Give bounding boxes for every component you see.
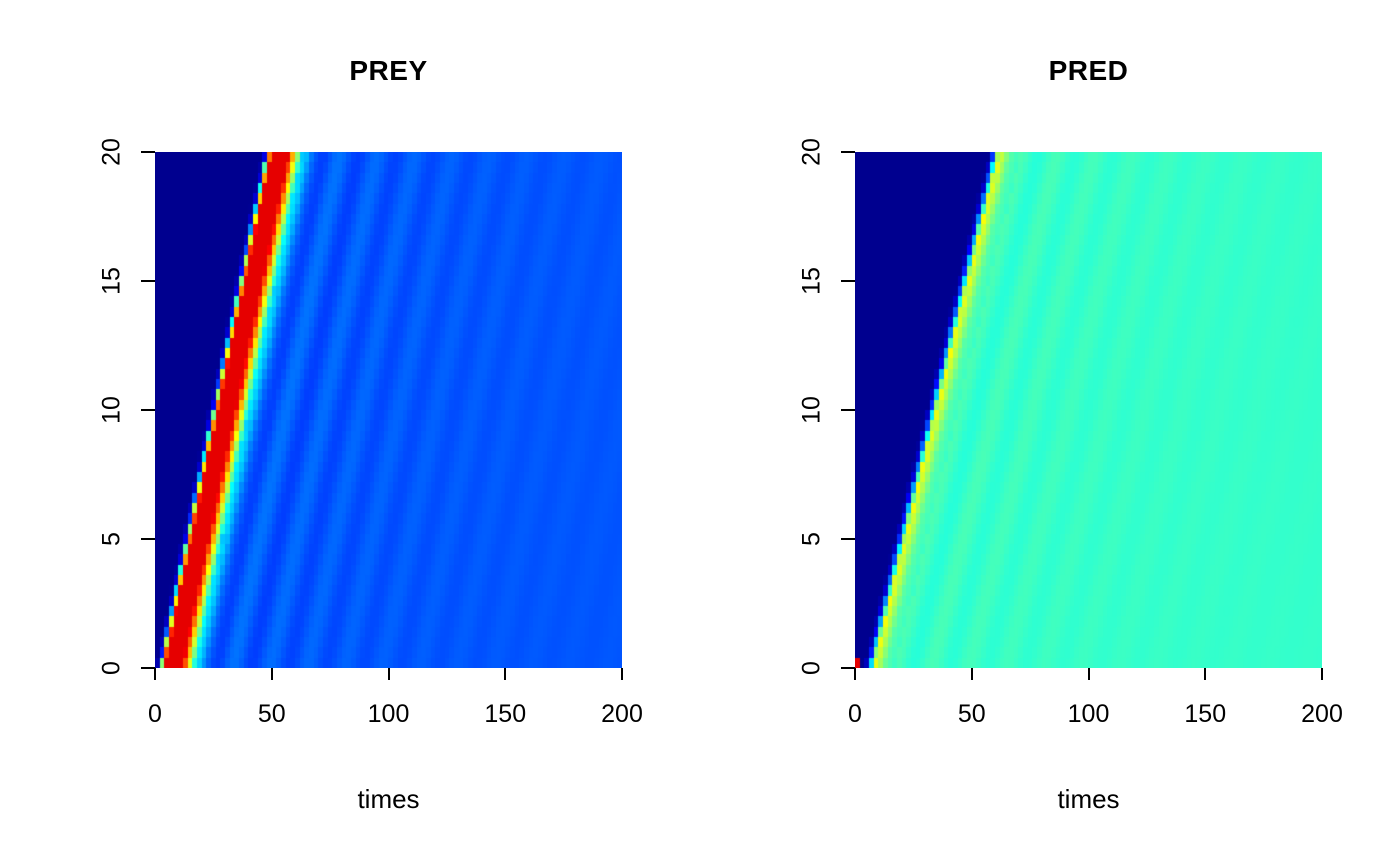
x-axis-label-pred: times (1057, 784, 1120, 814)
x-tick-mark (1087, 668, 1090, 680)
x-tick-mark (970, 668, 973, 680)
x-axis-tick-label: 0 (848, 700, 862, 728)
x-axis-tick-label: 150 (1184, 700, 1227, 728)
y-tick-mark (841, 538, 855, 540)
prey-heatmap (155, 152, 622, 668)
x-axis-tick-label: 50 (957, 700, 986, 728)
y-axis-tick-label: 0 (797, 661, 826, 675)
x-tick-mark (270, 668, 273, 680)
x-tick-mark (387, 668, 390, 680)
x-axis-tick-label: 150 (484, 700, 527, 728)
x-axis-tick-label: 200 (1301, 700, 1343, 728)
y-tick-mark (841, 667, 855, 669)
y-tick-mark (141, 409, 155, 411)
x-axis-label-prey: times (357, 784, 420, 814)
y-tick-mark (141, 667, 155, 669)
y-tick-mark (841, 409, 855, 411)
y-axis-tick-label: 5 (97, 532, 126, 546)
pred-panel: PRED times 0 50 100 150 200 0 5 10 15 20 (700, 0, 1400, 866)
x-axis-tick-label: 200 (601, 700, 643, 728)
x-tick-mark (504, 668, 507, 680)
x-tick-mark (854, 668, 856, 680)
y-axis-tick-label: 5 (797, 532, 826, 546)
x-tick-mark (621, 668, 623, 680)
x-tick-mark (1204, 668, 1207, 680)
y-tick-mark (841, 151, 855, 153)
y-axis-tick-label: 15 (97, 267, 126, 295)
chart-title-pred: PRED (1048, 55, 1129, 86)
y-axis-tick-label: 0 (97, 661, 126, 675)
x-tick-mark (1321, 668, 1323, 680)
y-tick-mark (141, 280, 155, 282)
y-axis-tick-label: 10 (97, 396, 126, 424)
y-tick-mark (141, 538, 155, 540)
prey-panel: PREY times 0 50 100 150 200 0 5 10 15 20 (97, 55, 643, 814)
x-tick-mark (154, 668, 156, 680)
y-axis-tick-label: 15 (797, 267, 826, 295)
pred-heatmap (855, 152, 1322, 668)
y-tick-mark (841, 280, 855, 282)
x-axis-tick-label: 0 (148, 700, 162, 728)
x-axis-tick-label: 50 (257, 700, 286, 728)
x-axis-tick-label: 100 (1067, 700, 1110, 728)
y-axis-tick-label: 20 (97, 138, 126, 166)
y-tick-mark (141, 151, 155, 153)
x-axis-tick-label: 100 (367, 700, 410, 728)
chart-title-prey: PREY (349, 55, 428, 86)
y-axis-tick-label: 20 (797, 138, 826, 166)
y-axis-tick-label: 10 (797, 396, 826, 424)
